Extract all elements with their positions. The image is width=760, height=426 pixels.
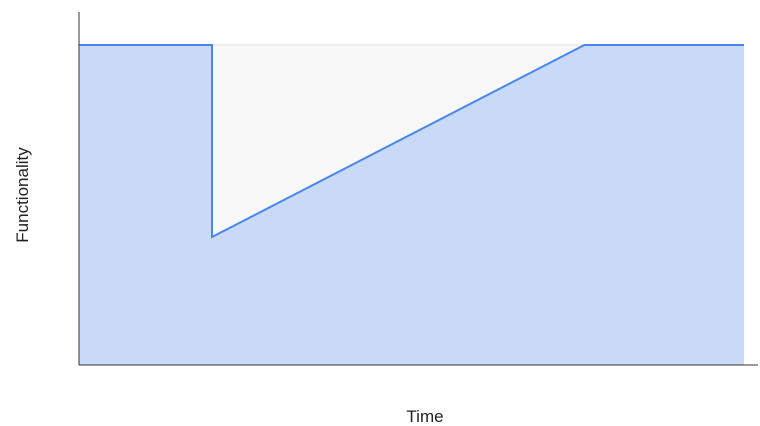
y-axis-label: Functionality (13, 147, 32, 243)
series-line (79, 44, 744, 239)
functionality-gap-area (79, 45, 744, 237)
plot-area (79, 44, 744, 365)
series-area (79, 45, 744, 365)
x-axis-label: Time (406, 407, 443, 426)
